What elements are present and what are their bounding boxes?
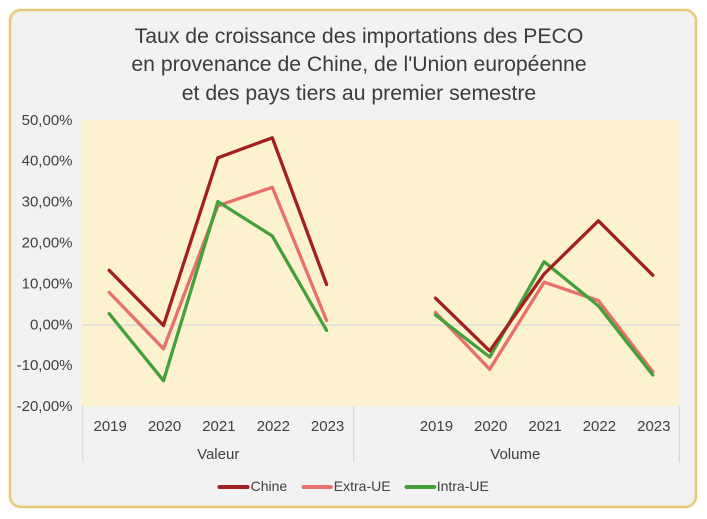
svg-text:40,00%: 40,00% xyxy=(22,153,73,170)
svg-text:50,00%: 50,00% xyxy=(22,112,73,129)
svg-text:0,00%: 0,00% xyxy=(30,316,73,333)
svg-text:2019: 2019 xyxy=(420,418,453,435)
svg-text:2023: 2023 xyxy=(311,418,344,435)
svg-text:-10,00%: -10,00% xyxy=(17,357,73,374)
svg-text:Chine: Chine xyxy=(251,478,288,494)
svg-text:2021: 2021 xyxy=(528,418,561,435)
svg-text:2019: 2019 xyxy=(94,418,127,435)
svg-text:Volume: Volume xyxy=(490,446,540,463)
svg-text:30,00%: 30,00% xyxy=(22,194,73,211)
svg-text:2020: 2020 xyxy=(474,418,507,435)
svg-text:Extra-UE: Extra-UE xyxy=(334,478,391,494)
svg-text:20,00%: 20,00% xyxy=(22,235,73,252)
svg-text:2023: 2023 xyxy=(637,418,670,435)
svg-text:Intra-UE: Intra-UE xyxy=(437,478,489,494)
svg-text:2022: 2022 xyxy=(583,418,616,435)
svg-text:Valeur: Valeur xyxy=(197,446,239,463)
svg-text:-20,00%: -20,00% xyxy=(17,398,73,415)
svg-text:2022: 2022 xyxy=(257,418,290,435)
svg-text:2021: 2021 xyxy=(202,418,235,435)
svg-text:2020: 2020 xyxy=(148,418,181,435)
svg-text:10,00%: 10,00% xyxy=(22,275,73,292)
